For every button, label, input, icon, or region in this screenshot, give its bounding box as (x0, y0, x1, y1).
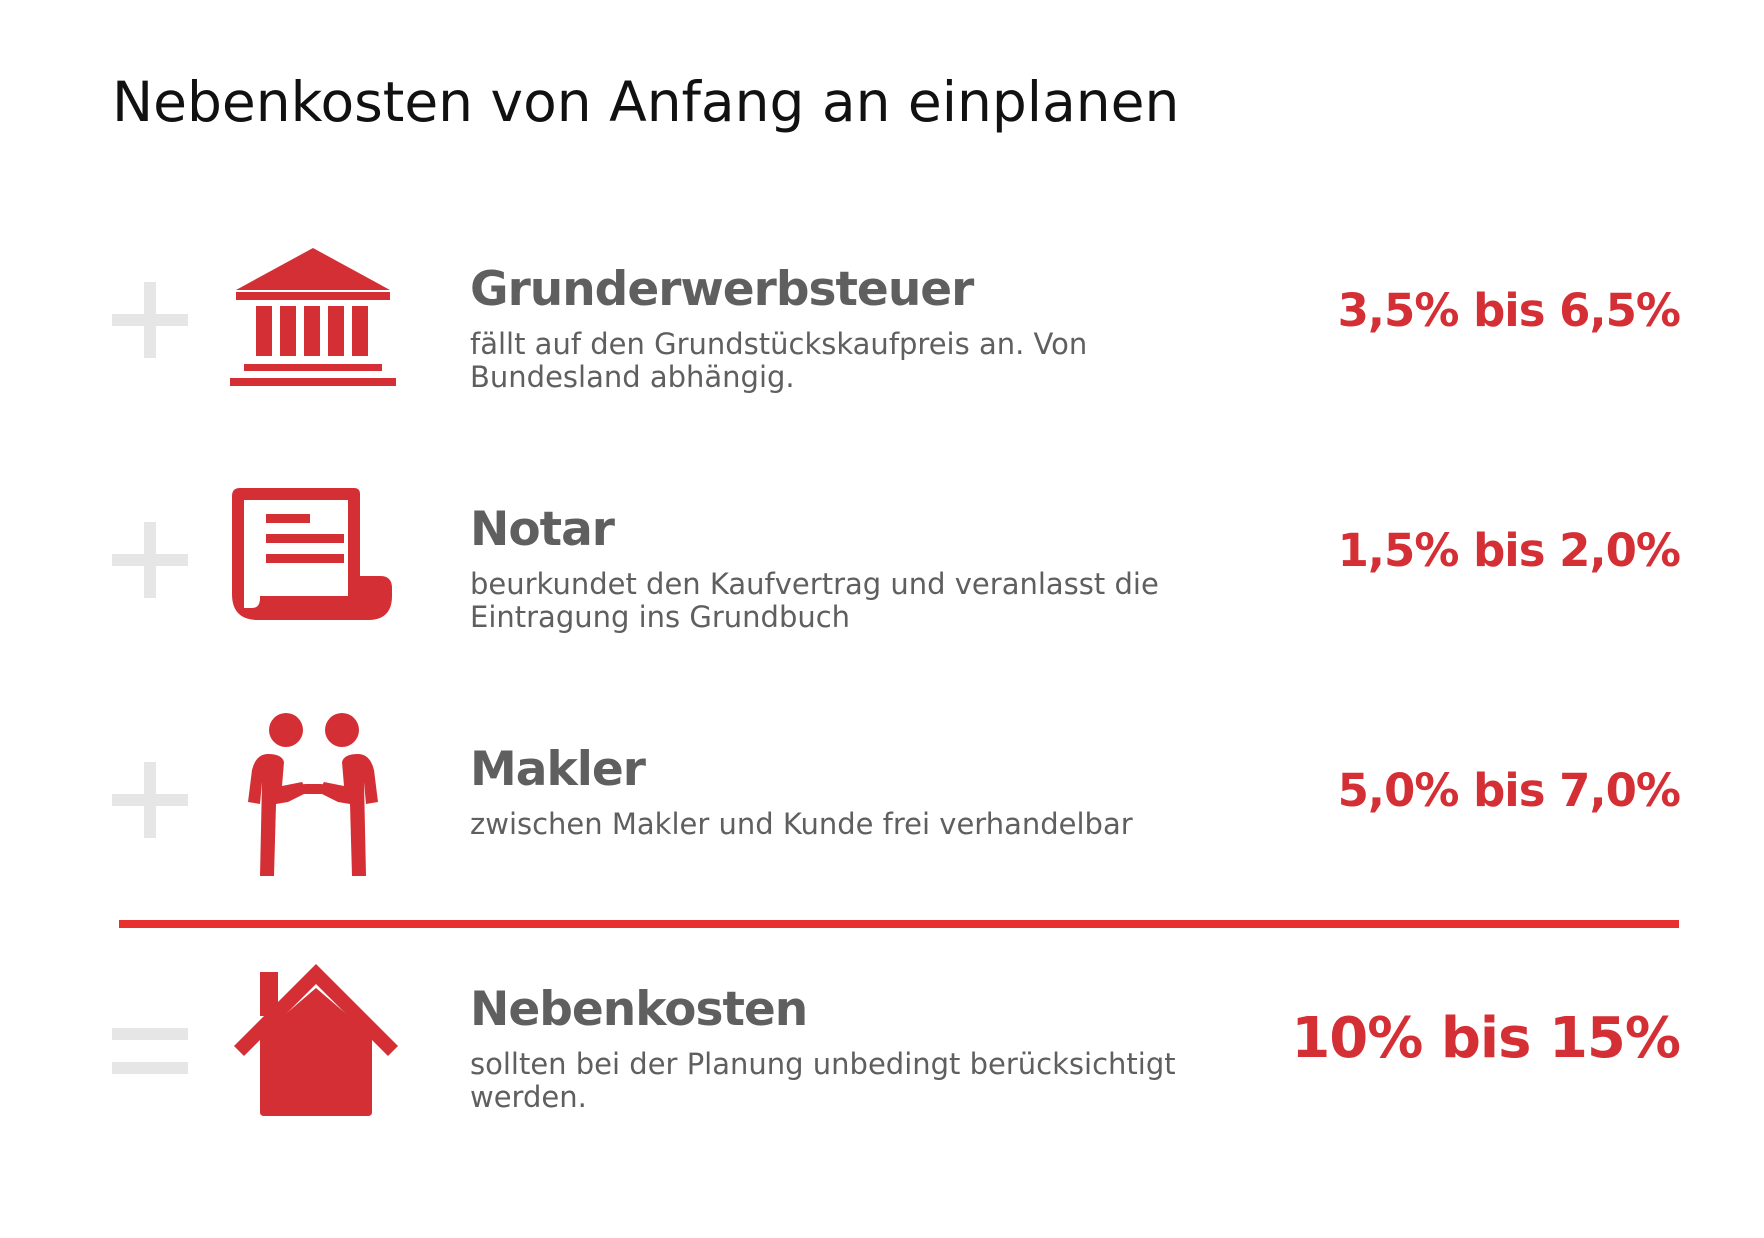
item-title: Nebenkosten (470, 982, 808, 1037)
item-title: Notar (470, 502, 615, 557)
bank-building-icon (230, 248, 396, 386)
item-value: 1,5% bis 2,0% (1337, 524, 1681, 577)
item-description: fällt auf den Grundstückskaufpreis an. V… (470, 327, 1088, 394)
item-title: Grunderwerbsteuer (470, 262, 974, 317)
plus-icon (112, 522, 188, 598)
item-value: 3,5% bis 6,5% (1337, 284, 1681, 337)
item-description: beurkundet den Kaufvertrag und veranlass… (470, 567, 1159, 634)
plus-icon (112, 282, 188, 358)
item-description: sollten bei der Planung unbedingt berück… (470, 1047, 1176, 1114)
sum-divider (119, 920, 1679, 928)
document-icon (232, 488, 392, 620)
item-description: zwischen Makler und Kunde frei verhandel… (470, 807, 1133, 841)
total-value: 10% bis 15% (1291, 1006, 1681, 1071)
plus-icon (112, 762, 188, 838)
equals-icon (112, 1028, 188, 1074)
page-title: Nebenkosten von Anfang an einplanen (112, 70, 1180, 134)
handshake-icon (248, 713, 378, 876)
item-value: 5,0% bis 7,0% (1337, 764, 1681, 817)
item-title: Makler (470, 742, 646, 797)
house-icon (234, 964, 398, 1116)
